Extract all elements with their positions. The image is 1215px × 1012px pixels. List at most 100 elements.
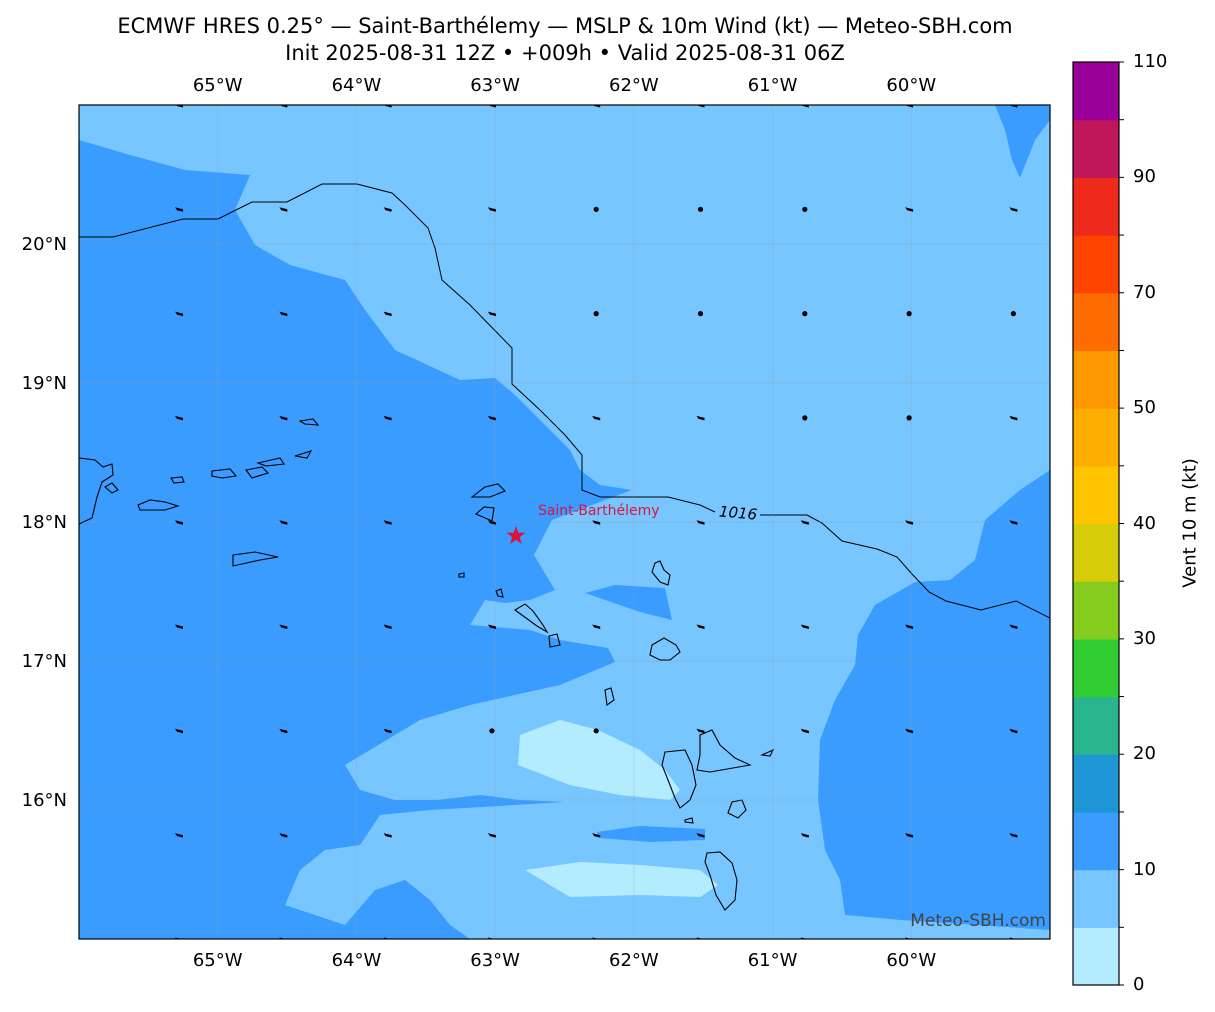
wind-barb-53 <box>1009 624 1018 629</box>
wind-barb-54 <box>175 728 183 734</box>
wind-barb-50 <box>696 624 705 629</box>
wind-barb-61 <box>905 728 914 734</box>
wind-barb-0 <box>176 105 183 108</box>
wind-zone-patch <box>585 585 672 620</box>
colorbar-label: Vent 10 m (kt) <box>1179 458 1201 588</box>
lon-label-top-0: 65°W <box>193 75 243 96</box>
lon-label-top-4: 61°W <box>748 75 798 96</box>
wind-barb-14 <box>697 206 704 212</box>
colorbar-tick-label-4: 40 <box>1133 512 1156 534</box>
wind-barb-60 <box>800 728 809 734</box>
axis-labels: 65°W 65°W 64°W 64°W 63°W 63°W 62°W 62°W 61°W 61°W… <box>22 75 937 971</box>
wind-barb-1 <box>280 105 288 108</box>
coast-st-croix <box>232 551 279 567</box>
wind-barb-57 <box>489 728 495 734</box>
wind-barb-65 <box>383 833 392 838</box>
colorbar-segment-8 <box>1073 465 1119 525</box>
lon-label-bottom-3: 62°W <box>609 950 659 971</box>
lat-label-1: 19°N <box>22 373 67 394</box>
colorbar <box>1072 61 1124 986</box>
colorbar-segment-1 <box>1073 869 1119 928</box>
colorbar-tick-label-7: 90 <box>1133 166 1156 188</box>
wind-barb-45 <box>175 624 183 629</box>
lon-label-top-3: 62°W <box>609 75 659 96</box>
wind-barb-25 <box>906 311 912 317</box>
wind-barb-63 <box>175 833 183 838</box>
coast-sombrero <box>298 418 320 426</box>
isobar-1016 <box>79 183 1050 619</box>
colorbar-tick-label-8: 110 <box>1133 51 1168 72</box>
wind-barb-29 <box>383 415 392 421</box>
wind-zone-northeast <box>995 105 1050 178</box>
lon-label-bottom-1: 64°W <box>332 950 382 971</box>
coast-dominica <box>704 851 738 911</box>
coast-saba <box>458 572 465 578</box>
colorbar-segment-7 <box>1073 523 1119 582</box>
wind-barb-12 <box>487 207 496 212</box>
wind-barb-7 <box>906 105 914 108</box>
wind-barb-5 <box>697 105 705 108</box>
wind-barb-59 <box>696 728 705 734</box>
lat-label-3: 17°N <box>22 651 67 672</box>
coast-vieques <box>137 499 180 511</box>
colorbar-segment-0 <box>1073 927 1119 986</box>
wind-barb-30 <box>487 415 496 421</box>
wind-barb-71 <box>1009 833 1018 838</box>
wind-barb-68 <box>696 833 705 838</box>
lat-label-4: 16°N <box>22 790 67 811</box>
wind-barb-24 <box>802 311 808 317</box>
wind-barb-56 <box>383 728 392 734</box>
wind-barb-3 <box>489 105 496 108</box>
coast-virgin-islands <box>211 468 238 479</box>
map-plot-area: 1016 <box>79 105 1050 939</box>
wind-barb-15 <box>802 206 808 212</box>
coastlines <box>79 418 775 911</box>
wind-barb-2 <box>384 105 392 108</box>
colorbar-segment-11 <box>1073 292 1119 352</box>
colorbar-tick-label-2: 20 <box>1133 743 1156 765</box>
lat-label-2: 18°N <box>22 512 67 533</box>
coast-puerto-rico <box>79 457 114 525</box>
lon-label-bottom-4: 61°W <box>748 950 798 971</box>
lon-label-bottom-2: 63°W <box>470 950 520 971</box>
coast-montserrat <box>604 687 615 706</box>
lon-label-top-5: 60°W <box>886 75 936 96</box>
wind-barb-43 <box>905 520 914 525</box>
coast-st-martin <box>474 506 495 522</box>
wind-barb-41 <box>696 520 705 525</box>
colorbar-segment-14 <box>1073 119 1119 178</box>
lat-label-0: 20°N <box>22 234 67 255</box>
colorbar-segment-15 <box>1073 62 1119 121</box>
wind-barb-18 <box>175 311 183 317</box>
coast-virgin-islands-b <box>245 466 270 479</box>
wind-barb-62 <box>1009 728 1018 734</box>
wind-barb-8 <box>1010 105 1018 108</box>
chart-title-line1: ECMWF HRES 0.25° — Saint-Barthélemy — MS… <box>117 14 1013 38</box>
wind-barb-11 <box>383 207 392 212</box>
lon-label-bottom-5: 60°W <box>886 950 936 971</box>
wind-zone-east <box>818 470 1050 930</box>
coast-marie-galante <box>727 799 747 819</box>
wind-barb-28 <box>279 415 288 421</box>
wind-barb-40 <box>592 520 601 525</box>
wind-barb-42 <box>800 520 809 525</box>
wind-barb-64 <box>279 833 288 838</box>
wind-barb-6 <box>802 105 809 108</box>
coast-st-kitts <box>514 603 549 634</box>
wind-barb-44 <box>1009 520 1018 525</box>
colorbar-segment-5 <box>1073 638 1119 698</box>
wind-barb-31 <box>592 415 601 421</box>
colorbar-tick-label-3: 30 <box>1133 627 1156 649</box>
coast-anegada <box>294 450 313 459</box>
colorbar-tick-label-1: 10 <box>1133 858 1156 880</box>
coast-barbuda <box>651 560 671 586</box>
wind-barb-49 <box>592 624 601 629</box>
coast-guadeloupe-grande-terre <box>696 729 752 773</box>
wind-barb-51 <box>800 624 809 629</box>
isobar-label-1016: 1016 <box>718 502 758 523</box>
wind-barb-22 <box>593 311 599 317</box>
wind-barb-36 <box>175 520 183 525</box>
colorbar-tick-label-0: 0 <box>1133 974 1145 995</box>
lon-label-top-2: 63°W <box>470 75 520 96</box>
